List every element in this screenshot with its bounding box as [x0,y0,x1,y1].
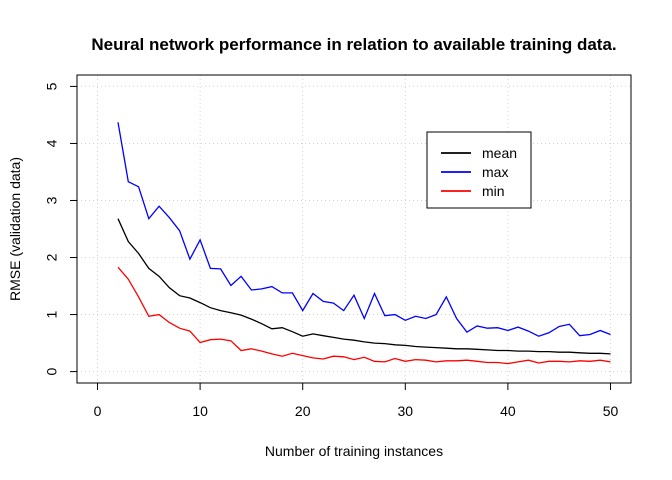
y-tick-label: 3 [44,196,60,204]
legend-label-min: min [482,183,505,199]
axes: 0 10 20 30 40 50 0 1 2 3 4 5 [44,82,619,419]
x-axis-label: Number of training instances [265,443,443,459]
y-tick-label: 1 [44,310,60,318]
grid [77,75,631,383]
x-tick-label: 40 [500,403,516,419]
x-tick-label: 0 [94,403,102,419]
y-tick-label: 5 [44,82,60,90]
chart-title: Neural network performance in relation t… [91,35,616,54]
y-axis-label: RMSE (validation data) [7,157,23,301]
x-tick-label: 10 [192,403,208,419]
legend-label-mean: mean [482,145,517,161]
y-tick-label: 2 [44,253,60,261]
series-lines [117,122,611,365]
plot-frame [76,74,632,384]
x-tick-label: 50 [603,403,619,419]
series-line-min [117,266,611,365]
legend-box [426,131,532,209]
x-tick-label: 20 [295,403,311,419]
series-line-mean [117,218,611,355]
y-tick-label: 0 [44,367,60,375]
x-tick-label: 30 [398,403,414,419]
legend: mean max min [426,131,532,209]
legend-label-max: max [482,164,508,180]
y-tick-label: 4 [44,139,60,147]
series-line-max [117,122,611,337]
